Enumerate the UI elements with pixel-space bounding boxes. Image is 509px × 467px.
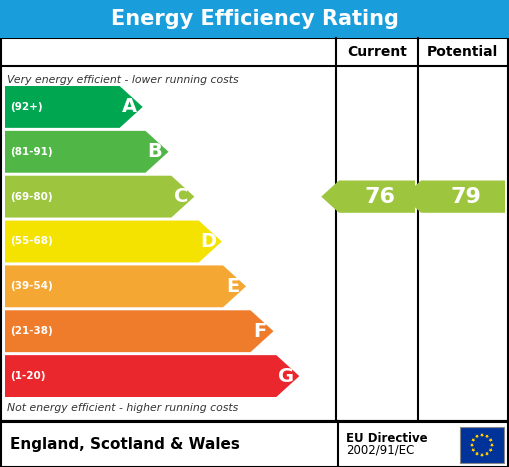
- Text: Current: Current: [347, 45, 407, 59]
- Text: E: E: [226, 277, 239, 296]
- Polygon shape: [489, 448, 493, 452]
- Polygon shape: [490, 443, 494, 447]
- Text: (55-68): (55-68): [10, 236, 53, 247]
- Text: (1-20): (1-20): [10, 371, 45, 381]
- Polygon shape: [5, 86, 143, 128]
- Text: A: A: [122, 98, 137, 116]
- Text: (21-38): (21-38): [10, 326, 53, 336]
- Text: England, Scotland & Wales: England, Scotland & Wales: [10, 437, 240, 452]
- Polygon shape: [5, 176, 194, 218]
- Polygon shape: [475, 435, 479, 439]
- Polygon shape: [5, 310, 273, 352]
- Text: 2002/91/EC: 2002/91/EC: [346, 444, 414, 457]
- Polygon shape: [480, 453, 484, 457]
- Text: (39-54): (39-54): [10, 281, 53, 291]
- Text: D: D: [200, 232, 216, 251]
- Text: G: G: [278, 367, 294, 386]
- Text: Energy Efficiency Rating: Energy Efficiency Rating: [110, 9, 399, 29]
- Polygon shape: [480, 433, 484, 437]
- Text: Very energy efficient - lower running costs: Very energy efficient - lower running co…: [7, 75, 239, 85]
- Polygon shape: [485, 452, 489, 456]
- Polygon shape: [5, 265, 246, 307]
- Text: (92+): (92+): [10, 102, 43, 112]
- Polygon shape: [5, 220, 222, 262]
- Text: EU Directive: EU Directive: [346, 432, 428, 445]
- Polygon shape: [471, 438, 475, 442]
- Polygon shape: [321, 180, 415, 213]
- Polygon shape: [475, 452, 479, 456]
- Polygon shape: [470, 443, 474, 447]
- Text: Not energy efficient - higher running costs: Not energy efficient - higher running co…: [7, 403, 238, 413]
- Text: 79: 79: [450, 187, 482, 206]
- Polygon shape: [471, 448, 475, 452]
- FancyBboxPatch shape: [1, 38, 508, 421]
- Polygon shape: [5, 355, 299, 397]
- Polygon shape: [489, 438, 493, 442]
- Text: (81-91): (81-91): [10, 147, 52, 157]
- Text: (69-80): (69-80): [10, 191, 52, 202]
- Polygon shape: [5, 131, 168, 173]
- Text: 76: 76: [364, 187, 395, 206]
- Text: Potential: Potential: [427, 45, 498, 59]
- Polygon shape: [485, 435, 489, 439]
- Text: B: B: [148, 142, 162, 161]
- FancyBboxPatch shape: [1, 422, 508, 467]
- Polygon shape: [0, 0, 509, 38]
- Polygon shape: [403, 180, 505, 213]
- Text: F: F: [253, 322, 267, 341]
- FancyBboxPatch shape: [460, 427, 504, 463]
- Text: C: C: [174, 187, 188, 206]
